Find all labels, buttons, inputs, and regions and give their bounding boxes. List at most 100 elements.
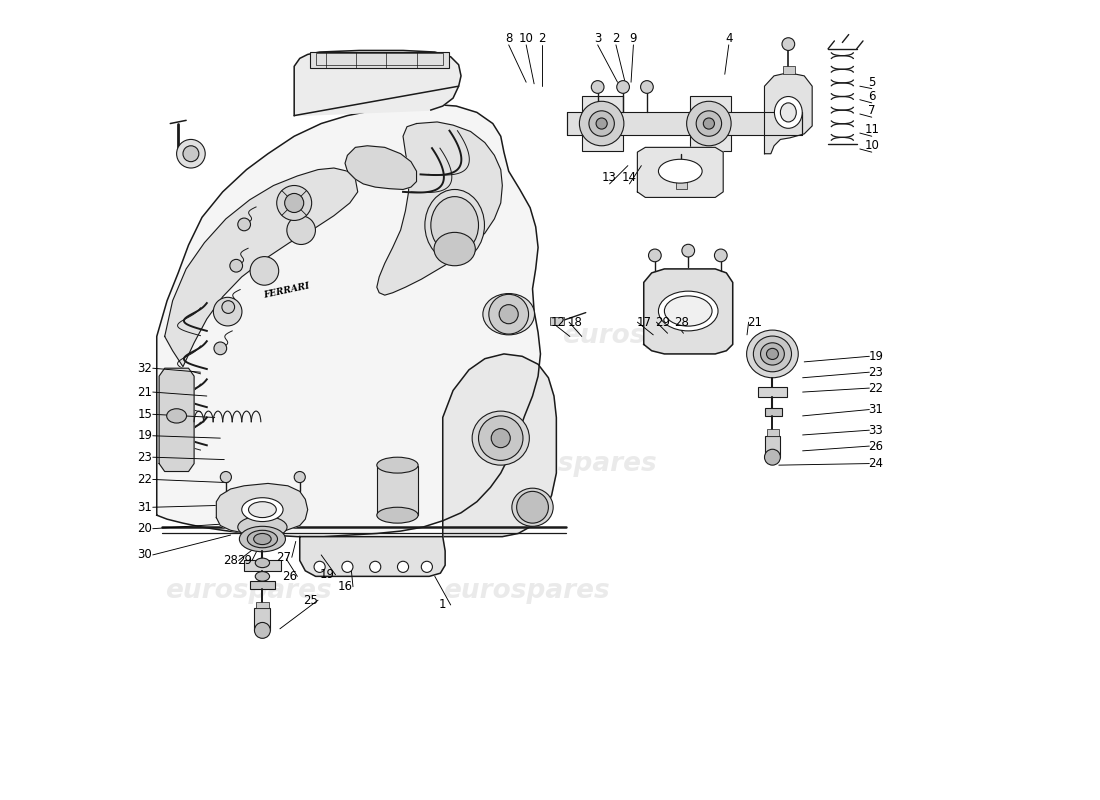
Bar: [764, 436, 780, 457]
Ellipse shape: [240, 526, 286, 552]
Polygon shape: [160, 368, 194, 471]
Circle shape: [287, 216, 316, 245]
Circle shape: [764, 450, 780, 465]
Ellipse shape: [694, 110, 724, 138]
Ellipse shape: [664, 296, 712, 326]
Ellipse shape: [255, 558, 270, 568]
Text: eurospares: eurospares: [491, 450, 657, 477]
Text: 19: 19: [320, 568, 336, 582]
Ellipse shape: [659, 291, 718, 331]
Ellipse shape: [242, 498, 283, 522]
Text: 7: 7: [868, 104, 876, 118]
Text: 1: 1: [439, 598, 447, 611]
Text: 27: 27: [276, 550, 292, 564]
Text: eurospares: eurospares: [165, 323, 331, 350]
Bar: [310, 52, 449, 68]
Circle shape: [499, 305, 518, 324]
Text: 31: 31: [138, 501, 152, 514]
Circle shape: [177, 139, 206, 168]
Text: 11: 11: [865, 123, 879, 136]
Text: 22: 22: [868, 382, 883, 394]
Bar: [582, 96, 623, 151]
Circle shape: [238, 218, 251, 230]
Text: 17: 17: [636, 316, 651, 329]
Circle shape: [703, 118, 715, 129]
Ellipse shape: [255, 571, 270, 581]
Circle shape: [213, 298, 242, 326]
Circle shape: [682, 244, 694, 257]
Polygon shape: [217, 483, 308, 534]
Circle shape: [617, 81, 629, 94]
Text: 19: 19: [868, 350, 883, 363]
Circle shape: [277, 186, 311, 221]
Ellipse shape: [659, 159, 702, 183]
Text: 21: 21: [748, 316, 762, 329]
Circle shape: [592, 81, 604, 94]
Bar: [675, 182, 688, 190]
Text: eurospares: eurospares: [165, 578, 331, 604]
Text: 14: 14: [621, 171, 637, 184]
Polygon shape: [294, 50, 461, 115]
Text: 2: 2: [538, 32, 546, 45]
Ellipse shape: [431, 197, 478, 254]
Circle shape: [517, 491, 549, 523]
Ellipse shape: [167, 409, 187, 423]
Bar: [690, 96, 732, 151]
Bar: [254, 608, 271, 630]
Text: 10: 10: [865, 139, 879, 152]
Text: 26: 26: [868, 439, 883, 453]
Text: 24: 24: [868, 457, 883, 470]
Polygon shape: [644, 269, 733, 354]
Text: eurospares: eurospares: [252, 450, 419, 477]
Circle shape: [686, 102, 732, 146]
Polygon shape: [165, 168, 358, 366]
Circle shape: [492, 429, 510, 448]
Ellipse shape: [586, 110, 617, 138]
Circle shape: [214, 342, 227, 354]
Text: 30: 30: [138, 549, 152, 562]
Bar: [256, 602, 268, 608]
Circle shape: [588, 111, 614, 136]
Text: 32: 32: [138, 362, 152, 374]
Polygon shape: [377, 122, 503, 295]
Text: FERRARI: FERRARI: [262, 281, 310, 300]
Polygon shape: [764, 73, 812, 154]
Ellipse shape: [760, 342, 784, 365]
Bar: [377, 466, 418, 515]
Ellipse shape: [512, 488, 553, 526]
Text: 15: 15: [138, 408, 152, 421]
Text: 22: 22: [138, 473, 152, 486]
Circle shape: [183, 146, 199, 162]
Ellipse shape: [774, 97, 802, 128]
Circle shape: [782, 38, 794, 50]
Circle shape: [254, 622, 271, 638]
Text: 6: 6: [868, 90, 876, 103]
Polygon shape: [442, 354, 557, 537]
Text: 28: 28: [223, 554, 238, 567]
Text: 9: 9: [629, 32, 637, 45]
Circle shape: [397, 562, 408, 572]
Text: 13: 13: [602, 171, 617, 184]
Text: 21: 21: [138, 386, 152, 398]
Ellipse shape: [425, 190, 484, 261]
Circle shape: [421, 562, 432, 572]
Bar: [764, 408, 782, 416]
Text: 23: 23: [138, 450, 152, 464]
Ellipse shape: [780, 103, 796, 122]
Circle shape: [696, 111, 722, 136]
Polygon shape: [345, 146, 417, 190]
Text: 31: 31: [868, 403, 883, 416]
Text: 3: 3: [594, 32, 602, 45]
Text: 29: 29: [236, 554, 252, 567]
Ellipse shape: [238, 516, 287, 538]
Circle shape: [714, 249, 727, 262]
Ellipse shape: [249, 502, 276, 518]
Ellipse shape: [747, 330, 799, 378]
Circle shape: [370, 562, 381, 572]
Text: 20: 20: [138, 522, 152, 535]
Bar: [568, 112, 802, 135]
Text: 23: 23: [868, 366, 883, 378]
Text: 28: 28: [673, 316, 689, 329]
Circle shape: [230, 259, 242, 272]
Text: 4: 4: [725, 32, 733, 45]
